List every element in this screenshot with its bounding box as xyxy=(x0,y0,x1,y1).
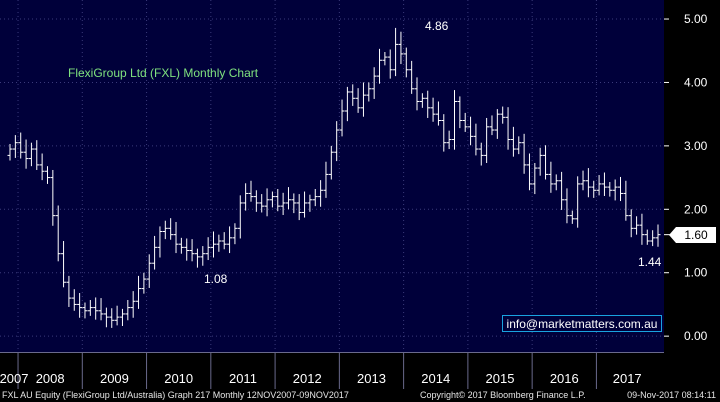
price-chart xyxy=(0,0,664,352)
x-tick-label: 2009 xyxy=(100,371,129,386)
footer-security-info: FXL AU Equity (FlexiGroup Ltd/Australia)… xyxy=(2,390,349,400)
y-tick-label: 0.00 xyxy=(684,329,708,343)
y-tick-label: 1.00 xyxy=(684,266,708,280)
x-tick-label: 2008 xyxy=(36,371,65,386)
chart-title: FlexiGroup Ltd (FXL) Monthly Chart xyxy=(68,66,259,80)
y-tick-label: 5.00 xyxy=(684,12,708,26)
contact-email-box[interactable]: info@marketmatters.com.au xyxy=(502,315,662,332)
last-price-tag: 1.60 xyxy=(669,227,716,243)
y-tick-label: 2.00 xyxy=(684,202,708,216)
plot-area xyxy=(0,0,665,352)
footer-copyright: Copyright© 2017 Bloomberg Finance L.P. xyxy=(420,390,586,400)
y-axis: 0.00 1.00 2.00 3.00 4.00 5.00 xyxy=(664,0,720,352)
x-axis-ticks: 2007 2008 2009 2010 2011 2012 2013 2014 2015 2016… xyxy=(0,353,642,391)
x-tick-label: 2011 xyxy=(229,371,257,386)
x-tick-label: 2017 xyxy=(613,371,642,386)
x-tick-label: 2007 xyxy=(0,371,28,386)
x-tick-label: 2010 xyxy=(164,371,193,386)
ohlc-series xyxy=(7,27,661,328)
high-annotation: 4.86 xyxy=(425,19,449,33)
x-tick-label: 2013 xyxy=(357,371,386,386)
footer-timestamp: 09-Nov-2017 08:14:11 xyxy=(627,390,716,400)
x-axis: 2007 2008 2009 2010 2011 2012 2013 2014 2015 2016… xyxy=(0,352,664,391)
y-axis-ticks: 0.00 1.00 2.00 3.00 4.00 5.00 xyxy=(664,12,708,343)
low-annotation-2017: 1.44 xyxy=(638,255,662,269)
x-tick-label: 2012 xyxy=(293,371,322,386)
footer-bar: FXL AU Equity (FlexiGroup Ltd/Australia)… xyxy=(0,389,720,402)
x-tick-label: 2015 xyxy=(486,371,515,386)
y-tick-label: 4.00 xyxy=(684,75,708,89)
low-annotation-2010: 1.08 xyxy=(204,272,228,286)
x-tick-label: 2014 xyxy=(421,371,450,386)
y-tick-label: 3.00 xyxy=(684,139,708,153)
x-tick-label: 2016 xyxy=(550,371,579,386)
